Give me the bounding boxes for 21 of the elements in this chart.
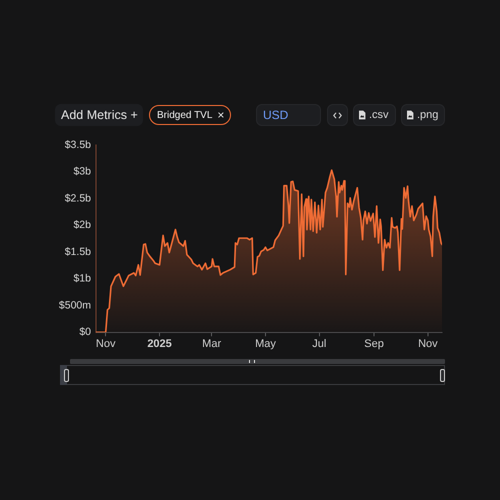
y-tick-label: $500m — [58, 299, 92, 312]
x-tick-label: Nov — [96, 338, 116, 350]
x-tick-label: Mar — [202, 338, 222, 350]
text: × — [217, 108, 224, 122]
text: USD — [263, 108, 288, 122]
x-tick-label: Jul — [312, 338, 326, 350]
y-tick-label: $3.5b — [64, 138, 92, 151]
x-tick-label: Nov — [418, 338, 438, 350]
y-tick-label: $0 — [79, 326, 92, 338]
y-tick-label: $2b — [73, 219, 92, 232]
x-tick-label: Sep — [364, 338, 384, 350]
y-tick-label: $1b — [73, 272, 92, 285]
text: .csv — [369, 109, 389, 121]
x-tick-label: May — [255, 338, 276, 350]
x-tick-label: 2025 — [147, 338, 172, 350]
y-tick-label: $3b — [73, 166, 92, 178]
text: .png — [417, 109, 438, 121]
text: Bridged TVL — [157, 110, 212, 120]
text: Add Metrics + — [61, 108, 138, 122]
y-tick-label: $1.5b — [64, 246, 92, 258]
y-tick-label: $2.5b — [64, 192, 92, 204]
